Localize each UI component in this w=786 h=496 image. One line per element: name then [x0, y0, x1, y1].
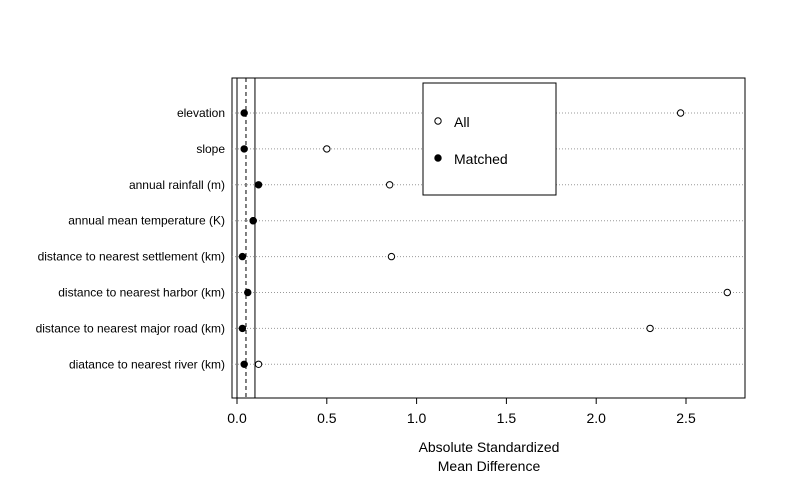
category-label: distance to nearest harbor (km) [58, 286, 225, 300]
legend-matched-marker [434, 154, 442, 162]
x-axis-label-line-1: Absolute Standardized [419, 439, 560, 455]
category-label: elevation [177, 106, 225, 120]
point-all [646, 324, 654, 333]
point-all [676, 109, 685, 117]
reference-lines [236, 78, 256, 398]
legend: All Matched [422, 82, 557, 196]
category-label: slope [196, 142, 225, 156]
point-matched [240, 109, 248, 117]
point-matched [244, 288, 252, 297]
point-all [254, 360, 263, 368]
legend-box [422, 82, 557, 196]
legend-all-marker [434, 117, 442, 125]
x-tick-label: 1.0 [407, 410, 427, 426]
category-label: annual rainfall (m) [129, 178, 225, 192]
point-all [323, 145, 331, 153]
x-tick-label: 2.0 [586, 410, 606, 426]
category-label: diatance to nearest river (km) [69, 357, 225, 371]
point-matched [240, 145, 248, 153]
point-matched [254, 181, 263, 189]
x-tick-label: 2.5 [676, 410, 696, 426]
point-matched [238, 252, 247, 261]
category-labels: elevation slope annual rainfall (m) annual … [36, 106, 226, 371]
x-tick-label: 1.5 [497, 410, 517, 426]
category-label: distance to nearest major road (km) [36, 321, 225, 335]
category-label: distance to nearest settlement (km) [38, 250, 225, 264]
legend-all-label: All [454, 114, 470, 130]
x-tick-label: 0.0 [227, 410, 247, 426]
point-all [385, 181, 394, 189]
point-all [387, 252, 396, 261]
x-axis: 0.0 0.5 1.0 1.5 2.0 2.5 [227, 397, 696, 426]
point-matched [240, 360, 248, 368]
legend-matched-label: Matched [454, 151, 508, 167]
point-matched [249, 217, 257, 225]
x-axis-label-line-2: Mean Difference [438, 458, 541, 474]
point-all [723, 288, 732, 297]
point-matched [238, 324, 247, 333]
x-tick-label: 0.5 [317, 410, 337, 426]
data-points [238, 109, 732, 368]
category-label: annual mean temperature (K) [68, 214, 225, 228]
